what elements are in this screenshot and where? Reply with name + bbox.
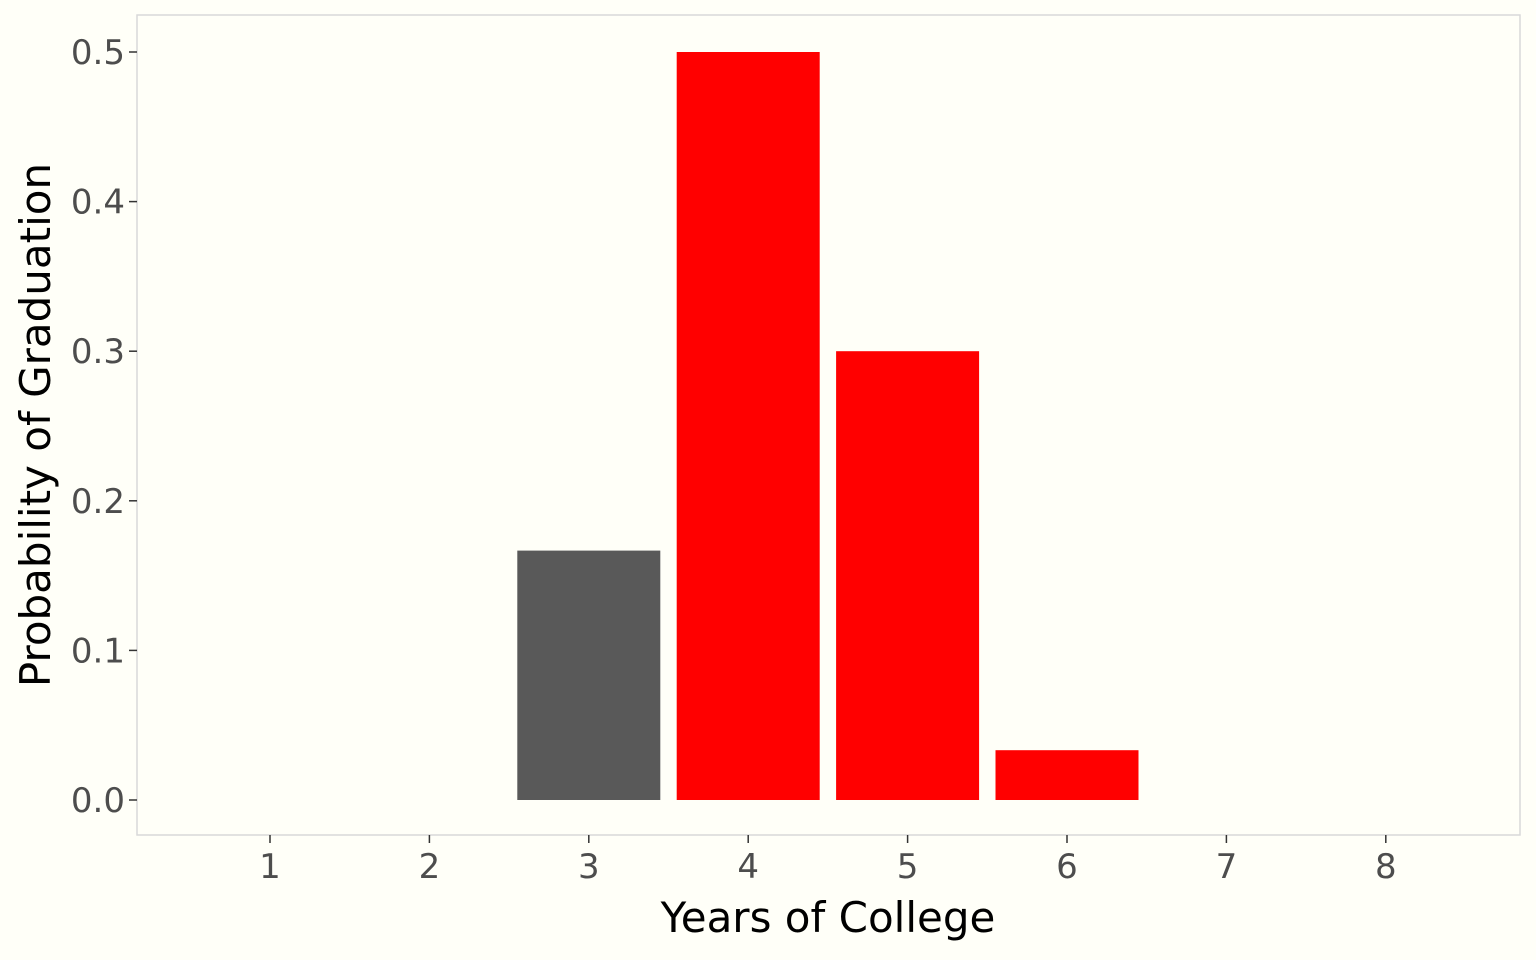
x-tick-label: 2 bbox=[419, 847, 441, 887]
y-axis-title: Probability of Graduation bbox=[11, 163, 60, 687]
y-axis: 0.0 0.1 0.2 0.3 0.4 0.5 bbox=[71, 33, 137, 821]
y-tick-label: 0.2 bbox=[71, 482, 125, 522]
x-tick-label: 4 bbox=[737, 847, 759, 887]
x-tick-label: 1 bbox=[259, 847, 281, 887]
y-tick-label: 0.1 bbox=[71, 631, 125, 671]
panel-border bbox=[136, 14, 1521, 836]
y-tick-label: 0.3 bbox=[71, 332, 125, 372]
bar-3 bbox=[517, 550, 661, 800]
x-tick-label: 6 bbox=[1056, 847, 1078, 887]
bar-6 bbox=[995, 750, 1139, 800]
x-axis: 1 2 3 4 5 6 7 8 bbox=[259, 835, 1397, 887]
bar-4 bbox=[676, 52, 820, 800]
x-tick-label: 5 bbox=[897, 847, 919, 887]
x-tick-label: 7 bbox=[1216, 847, 1238, 887]
y-tick-label: 0.5 bbox=[71, 33, 125, 73]
bars-group bbox=[517, 52, 1139, 800]
x-axis-title: Years of College bbox=[660, 893, 996, 942]
x-tick-label: 8 bbox=[1375, 847, 1397, 887]
y-tick-label: 0.0 bbox=[71, 781, 125, 821]
x-tick-label: 3 bbox=[578, 847, 600, 887]
bar-5 bbox=[836, 351, 980, 800]
y-tick-label: 0.4 bbox=[71, 183, 125, 223]
